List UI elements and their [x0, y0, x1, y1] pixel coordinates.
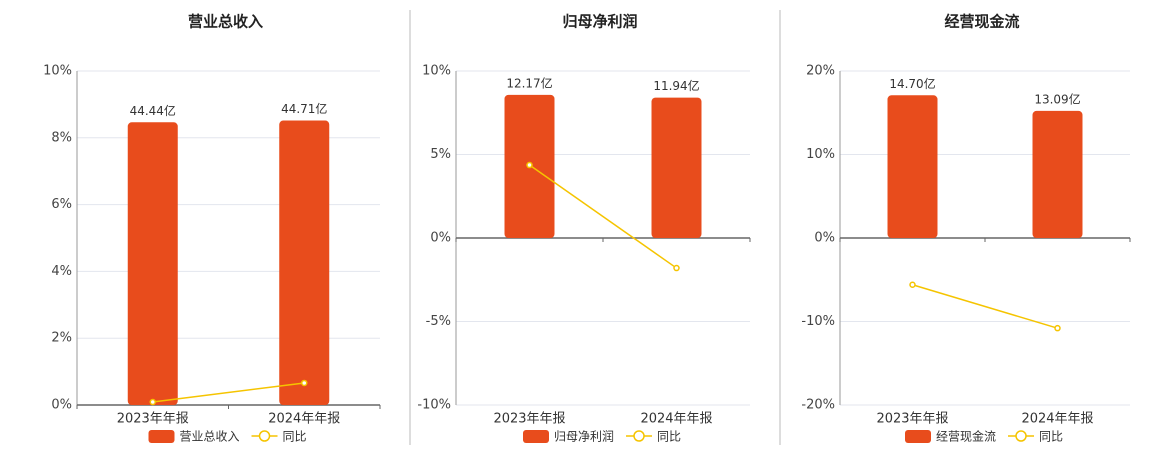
line [912, 284, 1058, 329]
y-tick-label: 0% [814, 231, 835, 246]
value-label: 44.44亿 [130, 103, 176, 118]
legend-swatch [1015, 430, 1027, 442]
legend-swatch [633, 430, 645, 442]
bar [279, 120, 330, 405]
chart-title: 营业总收入 [188, 13, 263, 31]
line [529, 164, 677, 269]
y-tick-label: 10% [806, 147, 835, 162]
y-tick-label: -20% [801, 398, 835, 413]
x-tick-label: 2024年年报 [268, 412, 340, 427]
y-tick-label: -10% [801, 314, 835, 329]
line-point [673, 264, 680, 272]
y-tick-label: 2% [51, 331, 72, 346]
legend-swatch [523, 430, 549, 443]
bar [651, 97, 702, 238]
line [152, 382, 305, 403]
bar [887, 95, 938, 238]
value-label: 12.17亿 [506, 75, 552, 90]
bar [1032, 110, 1083, 238]
value-label: 44.71亿 [281, 101, 327, 116]
value-label: 14.70亿 [889, 76, 935, 91]
legend-label: 归母净利润 [554, 430, 614, 444]
y-tick-label: -5% [426, 314, 451, 329]
value-label: 13.09亿 [1034, 91, 1080, 106]
chart-title: 归母净利润 [562, 13, 637, 31]
x-tick-label: 2023年年报 [117, 412, 189, 427]
y-tick-label: 10% [43, 64, 72, 79]
bar [127, 122, 178, 406]
value-label: 11.94亿 [653, 78, 699, 93]
legend-label: 同比 [283, 430, 307, 444]
y-tick-label: 5% [430, 147, 451, 162]
line-point [909, 281, 916, 289]
x-tick-label: 2024年年报 [640, 412, 712, 427]
line-point [301, 379, 308, 387]
legend-label: 同比 [657, 430, 681, 444]
legend-label: 同比 [1039, 430, 1063, 444]
y-tick-label: 20% [806, 64, 835, 79]
y-tick-label: 8% [51, 130, 72, 145]
legend-swatch [148, 430, 175, 443]
y-tick-label: 0% [430, 231, 451, 246]
legend-swatch [905, 430, 931, 443]
y-tick-label: 0% [51, 398, 72, 413]
x-tick-label: 2023年年报 [493, 412, 565, 427]
line-point [149, 398, 156, 406]
y-tick-label: 6% [51, 197, 72, 212]
legend-swatch [258, 430, 271, 442]
y-tick-label: 10% [422, 64, 451, 79]
x-tick-label: 2023年年报 [876, 412, 948, 427]
chart-title: 经营现金流 [944, 13, 1019, 31]
y-tick-label: 4% [51, 264, 72, 279]
legend-label: 营业总收入 [180, 430, 240, 444]
y-tick-label: -10% [417, 398, 451, 413]
line-point [1054, 324, 1061, 332]
x-tick-label: 2024年年报 [1021, 412, 1093, 427]
line-point [526, 161, 533, 169]
legend-label: 经营现金流 [936, 429, 996, 444]
